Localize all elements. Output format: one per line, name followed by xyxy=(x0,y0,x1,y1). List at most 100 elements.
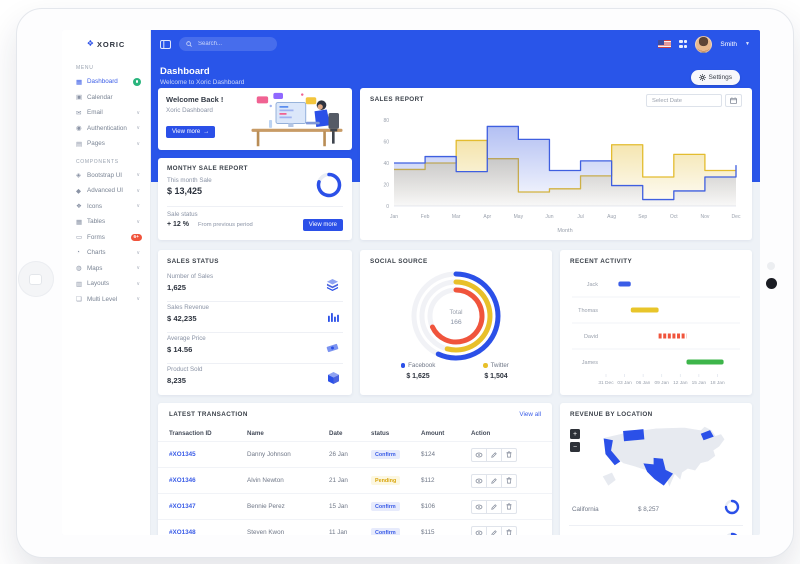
transaction-id[interactable]: #XO1345 xyxy=(169,451,196,458)
table-row: #XO1346 Alvin Newton 21 Jan Pending $112 xyxy=(158,467,552,493)
state-california[interactable] xyxy=(603,438,621,466)
calendar-button[interactable] xyxy=(725,94,742,107)
action-buttons xyxy=(471,447,541,462)
delete-button[interactable] xyxy=(501,447,517,462)
svg-text:Mar: Mar xyxy=(452,214,461,220)
state-new-york[interactable] xyxy=(700,430,714,441)
language-flag-icon[interactable] xyxy=(657,40,671,48)
view-button[interactable] xyxy=(471,447,487,462)
date-select-input[interactable] xyxy=(647,96,718,105)
delete-button[interactable] xyxy=(501,499,517,514)
usa-map[interactable] xyxy=(588,419,734,493)
chevron-down-icon: ∨ xyxy=(136,265,140,272)
svg-text:20: 20 xyxy=(383,183,389,189)
sidebar-item-calendar[interactable]: ▣ Calendar xyxy=(62,90,150,106)
transaction-id[interactable]: #XO1346 xyxy=(169,477,196,484)
sidebar-item-label: Charts xyxy=(87,249,106,257)
legend-dot xyxy=(483,363,488,368)
alaska-shape xyxy=(602,472,616,486)
eye-icon xyxy=(475,504,483,509)
sales-status-label: Number of Sales xyxy=(167,273,214,280)
user-name[interactable]: Smith xyxy=(720,40,738,48)
recent-activity-card: RECENT ACTIVITY Jack Thomas David James 31 D… xyxy=(560,250,752,395)
monthly-sale-label: This month Sale xyxy=(167,177,212,184)
apps-grid-icon[interactable] xyxy=(678,39,688,49)
view-button[interactable] xyxy=(471,473,487,488)
transaction-name: Danny Johnson xyxy=(247,451,291,458)
sidebar-item-tables[interactable]: ▦ Tables ∨ xyxy=(62,214,150,230)
map-zoom-in-button[interactable]: + xyxy=(570,429,580,439)
view-button[interactable] xyxy=(471,525,487,535)
settings-button[interactable]: Settings xyxy=(690,70,740,85)
sidebar-item-layouts[interactable]: ▥ Layouts ∨ xyxy=(62,276,150,292)
transaction-date: 26 Jan xyxy=(329,451,348,458)
chevron-down-icon: ∨ xyxy=(136,125,140,132)
sales-status-value: 1,625 xyxy=(167,283,187,292)
tables-icon: ▦ xyxy=(76,218,83,226)
sidebar-item-dashboard[interactable]: ▦ Dashboard xyxy=(62,74,150,90)
svg-text:Dec: Dec xyxy=(732,214,741,220)
column-header: Action xyxy=(471,429,491,437)
sidebar-item-forms[interactable]: ▭ Forms 6+ xyxy=(62,230,150,246)
sidebar-item-pages[interactable]: ▤ Pages ∨ xyxy=(62,136,150,152)
revenue-state-value: $ 8,257 xyxy=(638,505,660,513)
transaction-id[interactable]: #XO1348 xyxy=(169,529,196,535)
map-zoom-out-button[interactable]: − xyxy=(570,442,580,452)
layouts-icon: ▥ xyxy=(76,280,83,288)
status-badge: Confirm xyxy=(371,450,400,459)
state-texas[interactable] xyxy=(643,457,674,486)
sidebar-item-maps[interactable]: ◍ Maps ∨ xyxy=(62,261,150,277)
status-badge: Confirm xyxy=(371,502,400,511)
edit-button[interactable] xyxy=(486,447,502,462)
edit-button[interactable] xyxy=(486,473,502,488)
money-icon xyxy=(326,340,339,358)
svg-text:Jan: Jan xyxy=(390,214,398,220)
sidebar: ❖ XORIC MENU ▦ Dashboard ▣ Calendar ✉ Email ∨ ◉ A… xyxy=(62,30,151,535)
svg-text:09 Jan: 09 Jan xyxy=(655,380,670,386)
sidebar-item-advanced-ui[interactable]: ◆ Advanced UI ∨ xyxy=(62,183,150,199)
transaction-amount: $115 xyxy=(421,529,435,535)
transaction-amount: $106 xyxy=(421,503,436,510)
delete-button[interactable] xyxy=(501,525,517,535)
sidebar-item-multi-level[interactable]: ❏ Multi Level ∨ xyxy=(62,292,150,308)
monthly-view-more-button[interactable]: View more xyxy=(302,219,343,231)
tablet-home-button[interactable] xyxy=(18,261,54,297)
sales-status-label: Average Price xyxy=(167,335,206,342)
status-badge: Pending xyxy=(371,476,401,485)
sales-status-row: Number of Sales 1,625 xyxy=(167,270,343,301)
sidebar-item-label: Email xyxy=(87,109,103,117)
svg-text:166: 166 xyxy=(450,319,462,326)
sale-status-label: Sale status xyxy=(167,211,198,218)
chevron-down-icon: ∨ xyxy=(136,280,140,287)
view-all-link[interactable]: View all xyxy=(519,411,541,418)
state-montana[interactable] xyxy=(623,429,645,442)
view-button[interactable] xyxy=(471,499,487,514)
transaction-status: Confirm xyxy=(371,528,421,535)
transaction-id[interactable]: #XO1347 xyxy=(169,503,196,510)
svg-text:60: 60 xyxy=(383,140,389,146)
transaction-date: 11 Jan xyxy=(329,529,348,535)
sidebar-item-bootstrap-ui[interactable]: ◈ Bootstrap UI ∨ xyxy=(62,168,150,184)
edit-button[interactable] xyxy=(486,499,502,514)
column-header: Amount xyxy=(421,429,445,437)
sidebar-item-icons[interactable]: ❖ Icons ∨ xyxy=(62,199,150,215)
chevron-down-icon: ∨ xyxy=(136,140,140,147)
search-input[interactable] xyxy=(196,40,270,48)
sidebar-toggle-icon[interactable] xyxy=(160,39,171,49)
edit-button[interactable] xyxy=(486,525,502,535)
delete-button[interactable] xyxy=(501,473,517,488)
user-chevron-down-icon[interactable]: ▼ xyxy=(745,41,750,47)
welcome-view-more-button[interactable]: View more → xyxy=(166,126,216,138)
user-avatar[interactable] xyxy=(695,35,713,53)
logo[interactable]: ❖ XORIC xyxy=(62,30,150,58)
sidebar-item-email[interactable]: ✉ Email ∨ xyxy=(62,105,150,121)
sidebar-item-authentication[interactable]: ◉ Authentication ∨ xyxy=(62,121,150,137)
action-buttons xyxy=(471,525,541,535)
transaction-table: Transaction ID Name Date status Amount Action… xyxy=(158,425,552,535)
table-row: #XO1345 Danny Johnson 26 Jan Confirm $124 xyxy=(158,441,552,467)
legend-dot xyxy=(400,363,406,368)
trash-icon xyxy=(506,477,512,484)
svg-text:Oct: Oct xyxy=(670,214,678,220)
sales-status-row: Product Sold 8,235 xyxy=(167,363,343,394)
sidebar-item-charts[interactable]: ◔ Charts ∨ xyxy=(62,245,150,261)
